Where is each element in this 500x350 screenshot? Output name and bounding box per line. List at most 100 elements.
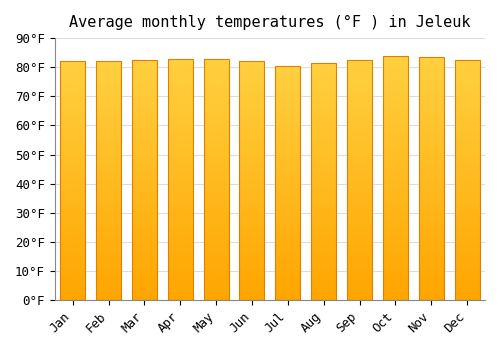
Bar [383,293,408,295]
Bar [347,295,372,298]
Bar [204,78,229,80]
Bar [240,85,264,88]
Bar [204,114,229,117]
Bar [132,91,157,93]
Bar [383,239,408,241]
Bar [240,243,264,245]
Bar [168,112,193,114]
Bar [96,276,121,279]
Bar [96,112,121,114]
Bar [132,197,157,199]
Bar [275,115,300,117]
Bar [60,102,85,104]
Bar [418,60,444,62]
Bar [132,298,157,300]
Bar [60,167,85,169]
Bar [311,103,336,106]
Bar [275,298,300,300]
Bar [96,155,121,157]
Bar [240,288,264,290]
Bar [454,82,479,84]
Bar [240,162,264,164]
Bar [60,69,85,71]
Bar [204,218,229,220]
Bar [347,199,372,202]
Bar [454,115,479,118]
Bar [383,73,408,75]
Bar [454,89,479,91]
Bar [96,107,121,109]
Bar [275,206,300,209]
Bar [311,276,336,279]
Bar [60,171,85,174]
Bar [168,175,193,177]
Bar [275,186,300,188]
Bar [204,223,229,225]
Bar [383,144,408,146]
Bar [132,96,157,98]
Bar [168,247,193,250]
Bar [204,276,229,279]
Bar [96,176,121,178]
Bar [240,102,264,104]
Bar [132,264,157,267]
Bar [275,153,300,155]
Bar [347,286,372,288]
Bar [311,122,336,125]
Bar [311,203,336,205]
Bar [204,201,229,203]
Bar [60,145,85,147]
Bar [275,141,300,143]
Bar [454,144,479,146]
Bar [383,136,408,139]
Bar [383,156,408,158]
Bar [96,238,121,240]
Bar [96,245,121,248]
Bar [311,210,336,212]
Bar [275,204,300,206]
Bar [132,168,157,170]
Bar [275,131,300,134]
Bar [204,240,229,242]
Bar [311,291,336,293]
Bar [204,88,229,90]
Bar [383,134,408,136]
Bar [383,224,408,227]
Bar [240,264,264,267]
Bar [168,126,193,128]
Bar [454,163,479,166]
Bar [311,132,336,134]
Bar [60,262,85,264]
Bar [275,122,300,124]
Bar [311,165,336,167]
Bar [275,113,300,115]
Bar [418,276,444,278]
Bar [132,149,157,151]
Bar [418,159,444,162]
Bar [168,286,193,288]
Bar [383,183,408,185]
Bar [454,238,479,240]
Bar [275,214,300,216]
Bar [418,178,444,181]
Bar [383,237,408,239]
Bar [204,213,229,216]
Bar [347,146,372,149]
Bar [204,153,229,155]
Bar [204,165,229,167]
Bar [275,228,300,230]
Bar [383,110,408,112]
Bar [311,201,336,203]
Bar [347,259,372,262]
Bar [60,174,85,176]
Bar [347,98,372,101]
Bar [311,279,336,281]
Bar [347,60,372,62]
Bar [132,130,157,132]
Bar [454,252,479,254]
Bar [168,179,193,182]
Bar [347,187,372,190]
Bar [60,293,85,295]
Bar [418,152,444,154]
Bar [418,169,444,171]
